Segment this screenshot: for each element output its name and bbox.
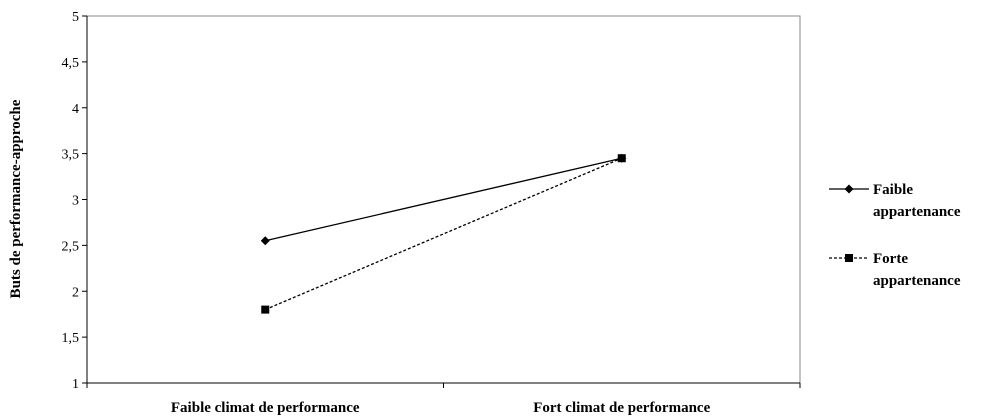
- series-2: [261, 154, 626, 314]
- y-tick-label: 4,5: [62, 56, 80, 71]
- y-tick-label: 4: [72, 102, 79, 117]
- legend-label: appartenance: [873, 273, 961, 289]
- legend: Faible appartenance Forte appartenance: [829, 182, 961, 289]
- y-tick-label: 1: [72, 377, 79, 392]
- y-axis: 1 1,5 2 2,5 3 3,5 4 4,5 5: [62, 10, 88, 392]
- legend-label: Forte: [873, 251, 908, 267]
- y-tick-label: 3,5: [62, 148, 80, 163]
- y-tick-label: 2,5: [62, 239, 80, 254]
- x-category-label: Faible climat de performance: [171, 400, 360, 416]
- x-axis: Faible climat de performance Fort climat …: [86, 382, 801, 416]
- series-line: [265, 157, 622, 242]
- data-point: [617, 154, 626, 163]
- y-tick-label: 3: [72, 194, 79, 209]
- legend-label: Faible: [873, 182, 913, 198]
- legend-label: appartenance: [873, 204, 961, 220]
- y-tick-label: 1,5: [62, 331, 80, 346]
- series-line: [264, 157, 623, 311]
- legend-item: Faible appartenance: [829, 182, 961, 220]
- legend-marker: [845, 254, 853, 262]
- data-point: [260, 236, 270, 246]
- x-category-label: Fort climat de performance: [533, 400, 710, 416]
- data-point: [261, 305, 270, 314]
- legend-item: Forte appartenance: [829, 251, 961, 289]
- y-tick-label: 2: [72, 285, 79, 300]
- series-layer: [260, 153, 627, 314]
- legend-marker: [844, 184, 854, 194]
- y-axis-title: Buts de performance-approche: [8, 99, 24, 298]
- y-tick-label: 5: [72, 10, 79, 25]
